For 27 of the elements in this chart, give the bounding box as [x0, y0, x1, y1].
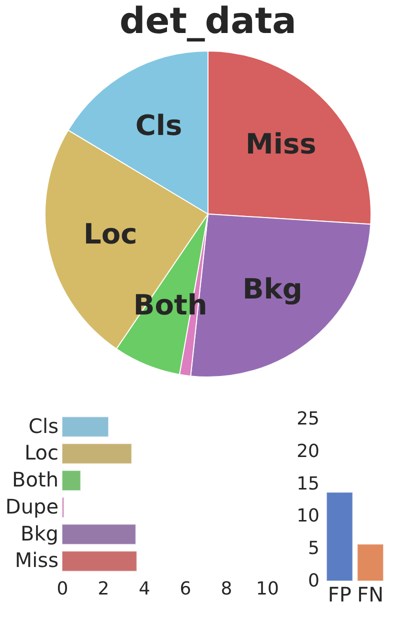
- y-tick-label: 5: [308, 538, 320, 560]
- y-tick-label: 20: [296, 440, 320, 462]
- y-tick-label: Bkg: [20, 521, 58, 546]
- y-tick-label: Loc: [24, 440, 58, 465]
- bar: [62, 550, 138, 572]
- y-tick-label: 25: [296, 408, 320, 430]
- x-tick-label: FN: [357, 582, 384, 606]
- x-tick-label: 8: [220, 578, 232, 600]
- y-tick-label: 15: [296, 473, 320, 494]
- bar: [62, 524, 136, 545]
- slice-label: Loc: [83, 218, 138, 251]
- x-tick-label: 4: [138, 578, 150, 600]
- bar: [62, 470, 82, 492]
- y-tick-label: 10: [296, 506, 320, 527]
- y-tick-label: Dupe: [5, 494, 58, 518]
- y-tick-label: Both: [12, 468, 58, 492]
- bar: [62, 496, 65, 518]
- x-tick-label: 10: [256, 578, 279, 600]
- y-tick-label: Cls: [28, 414, 58, 438]
- x-tick-label: FP: [328, 582, 352, 606]
- bar: [62, 443, 132, 464]
- y-tick-label: Miss: [14, 548, 58, 572]
- x-tick-label: 2: [98, 578, 110, 600]
- x-tick-label: 6: [180, 578, 192, 600]
- slice-label: Cls: [135, 108, 182, 142]
- bar: [62, 416, 110, 438]
- chart-title: det_data: [120, 1, 296, 42]
